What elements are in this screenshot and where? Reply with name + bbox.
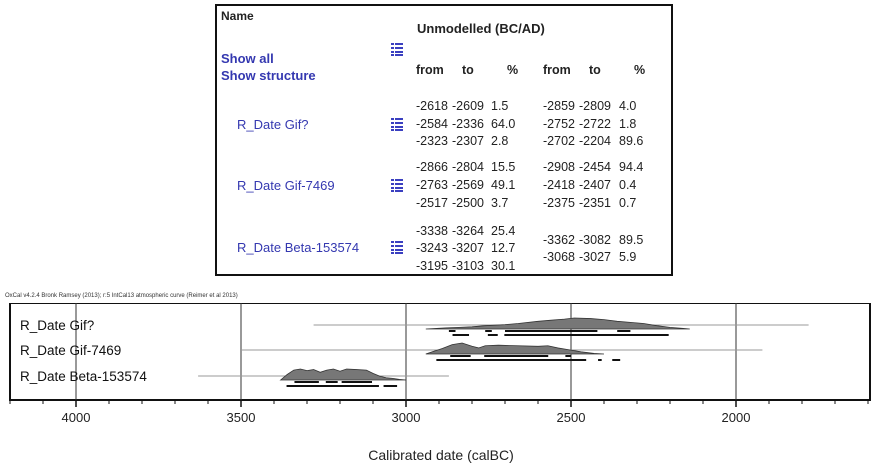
gridlines [75, 303, 737, 400]
row-label-gif-7469[interactable]: R_Date Gif-7469 [237, 178, 335, 193]
range-cell: -3207 [452, 241, 484, 255]
row-menu-icon[interactable] [391, 240, 403, 254]
sample-row: R_Date Gif-7469 [20, 342, 763, 361]
range-cell: -2866 [416, 160, 448, 174]
x-axis-label: Calibrated date (calBC) [368, 447, 514, 463]
col-percent-1: % [507, 63, 519, 77]
range-cell: -2584 [416, 117, 448, 131]
range-cell: -2323 [416, 134, 448, 148]
range-cell: -2702 [543, 134, 575, 148]
tick-label: 3000 [392, 410, 421, 425]
row-label-gif[interactable]: R_Date Gif? [237, 117, 309, 132]
range-cell: 30.1 [491, 259, 516, 273]
tick-label: 2000 [722, 410, 751, 425]
range-cell: 1.5 [491, 99, 509, 113]
range-cell: 89.6 [619, 134, 644, 148]
unmodelled-header: Unmodelled (BC/AD) [417, 21, 545, 36]
range-cell: -3082 [579, 233, 611, 247]
show-all-menu-icon[interactable] [391, 42, 403, 56]
range-cell: -2204 [579, 134, 611, 148]
range-cell: 4.0 [619, 99, 637, 113]
col-to-1: to [462, 63, 474, 77]
range-cell: -3068 [543, 250, 575, 264]
range-cell: -2859 [543, 99, 575, 113]
sample-row: R_Date Beta-153574 [20, 368, 449, 387]
col-percent-2: % [634, 63, 646, 77]
range-cell: -2752 [543, 117, 575, 131]
sample-label: R_Date Gif-7469 [20, 343, 121, 358]
sample-row: R_Date Gif? [20, 317, 809, 336]
name-header: Name [221, 9, 254, 23]
range-cell: 0.4 [619, 178, 637, 192]
results-table-panel: Name Unmodelled (BC/AD) Show all Show st… [215, 4, 673, 276]
col-from-2: from [543, 63, 571, 77]
tick-label: 3500 [227, 410, 256, 425]
range-cell: -2454 [579, 160, 611, 174]
range-cell: 2.8 [491, 134, 509, 148]
range-cell: -3027 [579, 250, 611, 264]
oxcal-caption: OxCal v4.2.4 Bronk Ramsey (2013); r:5 In… [5, 293, 238, 299]
range-cell: 15.5 [491, 160, 516, 174]
probability-curve [425, 342, 605, 355]
range-cell: 49.1 [491, 178, 516, 192]
range-cell: -2418 [543, 178, 575, 192]
range-cell: -3195 [416, 259, 448, 273]
range-cell: -3243 [416, 241, 448, 255]
range-cell: -3362 [543, 233, 575, 247]
sample-label: R_Date Beta-153574 [20, 369, 147, 384]
show-structure-link[interactable]: Show structure [221, 68, 316, 83]
range-cell: 89.5 [619, 233, 644, 247]
range-cell: 25.4 [491, 224, 516, 238]
tick-label: 4000 [62, 410, 91, 425]
range-cell: 64.0 [491, 117, 516, 131]
range-cell: -2407 [579, 178, 611, 192]
range-cell: -2809 [579, 99, 611, 113]
tick-label: 2500 [557, 410, 586, 425]
sample-distributions: R_Date Gif? R_Date Gif-7469 R_Date Beta-15… [20, 317, 809, 387]
range-cell: 0.7 [619, 196, 637, 210]
range-cell: -3264 [452, 224, 484, 238]
sample-label: R_Date Gif? [20, 318, 94, 333]
range-cell: -3338 [416, 224, 448, 238]
range-cell: -2569 [452, 178, 484, 192]
range-cell: -2517 [416, 196, 448, 210]
range-cell: -2618 [416, 99, 448, 113]
probability-curve [279, 368, 407, 381]
range-cell: -2763 [416, 178, 448, 192]
show-all-link[interactable]: Show all [221, 51, 274, 66]
range-cell: -2375 [543, 196, 575, 210]
row-label-beta-153574[interactable]: R_Date Beta-153574 [237, 240, 360, 255]
range-cell: 5.9 [619, 250, 637, 264]
plot-frame [9, 303, 871, 401]
x-axis: 4000 3500 3000 2500 2000 [9, 400, 869, 425]
range-cell: 12.7 [491, 241, 516, 255]
range-cell: -2804 [452, 160, 484, 174]
range-cell: -2336 [452, 117, 484, 131]
row-menu-icon[interactable] [391, 178, 403, 192]
range-cell: -3103 [452, 259, 484, 273]
range-cell: 1.8 [619, 117, 637, 131]
col-from-1: from [416, 63, 444, 77]
probability-curve [425, 317, 690, 330]
calibration-multiplot: R_Date Gif? R_Date Gif-7469 R_Date Beta-15… [9, 303, 871, 463]
range-cell: -2500 [452, 196, 484, 210]
range-cell: 3.7 [491, 196, 509, 210]
row-menu-icon[interactable] [391, 117, 403, 131]
range-cell: -2908 [543, 160, 575, 174]
range-cell: 94.4 [619, 160, 644, 174]
range-cell: -2351 [579, 196, 611, 210]
range-cell: -2609 [452, 99, 484, 113]
col-to-2: to [589, 63, 601, 77]
range-cell: -2307 [452, 134, 484, 148]
range-cell: -2722 [579, 117, 611, 131]
